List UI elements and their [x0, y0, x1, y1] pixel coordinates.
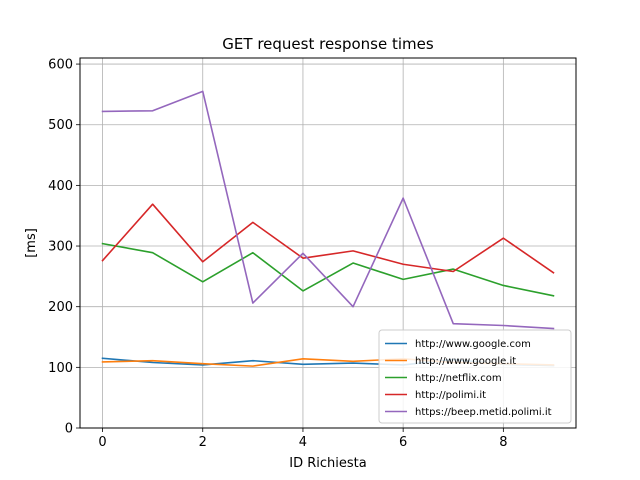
- x-tick-label: 6: [399, 435, 407, 450]
- x-axis-label: ID Richiesta: [289, 456, 366, 471]
- x-tick-label: 0: [98, 435, 106, 450]
- legend: http://www.google.com http://www.google.i…: [378, 329, 572, 424]
- legend-entry-1: http://www.google.it: [415, 356, 516, 367]
- series-line-2: [101, 242, 555, 297]
- y-tick-label: 100: [48, 361, 73, 376]
- series-line-3: [101, 203, 555, 274]
- y-tick-label: 500: [48, 118, 73, 133]
- series-line-4: [101, 90, 555, 330]
- y-tick-label: 300: [48, 240, 73, 255]
- y-tick-label: 0: [65, 422, 73, 437]
- axis-ticks: 0 2 4 6 8 0 100 200 300 400 500 600: [48, 58, 507, 450]
- x-tick-label: 8: [499, 435, 507, 450]
- legend-entry-0: http://www.google.com: [415, 339, 531, 350]
- series-lines: [101, 90, 555, 367]
- legend-entry-4: https://beep.metid.polimi.it: [415, 407, 552, 418]
- legend-box: [378, 329, 572, 424]
- y-axis-label: [ms]: [24, 228, 39, 258]
- legend-entry-2: http://netflix.com: [415, 373, 502, 384]
- chart-title: GET request response times: [222, 35, 434, 53]
- x-tick-label: 4: [299, 435, 307, 450]
- legend-entry-3: http://polimi.it: [415, 390, 486, 401]
- y-tick-label: 200: [48, 300, 73, 315]
- y-tick-label: 400: [48, 179, 73, 194]
- x-tick-label: 2: [199, 435, 207, 450]
- plot-frame: [79, 57, 577, 429]
- y-tick-label: 600: [48, 58, 73, 73]
